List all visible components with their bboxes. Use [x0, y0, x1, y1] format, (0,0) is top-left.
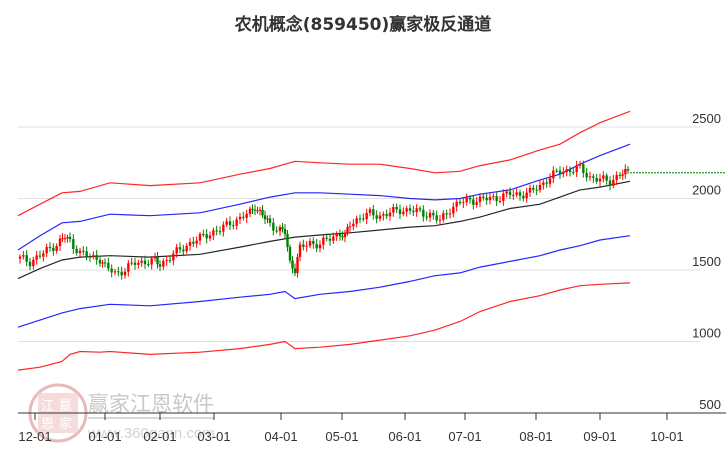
watermark-url: www.360gann.com [87, 425, 215, 442]
watermark-brand: 赢家江恩软件 [88, 392, 214, 416]
candlesticks [18, 160, 630, 280]
lower_outer-line [17, 282, 631, 371]
upper_outer-line [17, 110, 631, 217]
grid-lines [18, 126, 700, 342]
x-tick-label: 03-01 [197, 429, 230, 444]
x-tick-label: 04-01 [264, 429, 297, 444]
x-axis-labels: 12-01 01-01 02-01 03-01 04-01 05-01 06-01 07-01… [18, 429, 683, 444]
x-tick-label: 05-01 [325, 429, 358, 444]
upper_inner-line [17, 143, 631, 251]
y-tick-label: 1000 [692, 326, 721, 341]
middle-line [17, 180, 631, 280]
x-tick-label: 10-01 [650, 429, 683, 444]
svg-text:赢: 赢 [59, 398, 72, 414]
y-axis-labels: 500 1000 1500 2000 2500 [692, 111, 721, 412]
x-axis [18, 412, 726, 420]
y-tick-label: 500 [699, 397, 721, 412]
svg-text:家: 家 [59, 416, 72, 432]
x-tick-label: 07-01 [448, 429, 481, 444]
x-tick-label: 01-01 [88, 429, 121, 444]
x-tick-label: 09-01 [583, 429, 616, 444]
chart-title: 农机概念(859450)赢家极反通道 [234, 15, 492, 35]
svg-text:恩: 恩 [41, 417, 54, 432]
channel-lines [17, 110, 631, 371]
x-tick-label: 08-01 [519, 429, 552, 444]
y-tick-label: 2000 [692, 183, 721, 198]
y-tick-label: 1500 [692, 254, 721, 269]
x-tick-label: 06-01 [388, 429, 421, 444]
svg-text:江: 江 [41, 399, 54, 414]
y-tick-label: 2500 [692, 111, 721, 126]
lower_inner-line [17, 235, 631, 328]
watermark: 江 赢 恩 家 赢家江恩软件 www.360gann.com [28, 383, 215, 443]
x-tick-label: 02-01 [143, 429, 176, 444]
x-tick-label: 12-01 [18, 429, 51, 444]
